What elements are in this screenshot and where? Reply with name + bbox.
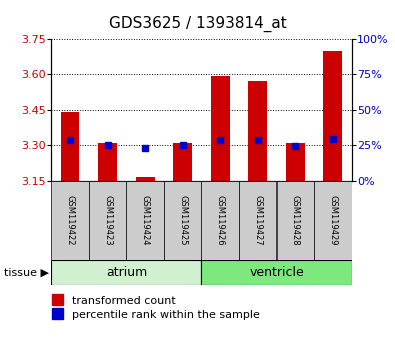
Text: tissue ▶: tissue ▶: [4, 268, 49, 278]
Bar: [201, 181, 239, 260]
Bar: [98, 143, 117, 181]
Bar: [173, 143, 192, 181]
Bar: [211, 76, 229, 181]
Text: GDS3625 / 1393814_at: GDS3625 / 1393814_at: [109, 16, 286, 32]
Bar: [136, 177, 154, 181]
Bar: [61, 112, 79, 181]
Text: GSM119427: GSM119427: [253, 195, 262, 246]
Bar: [126, 181, 164, 260]
Bar: [324, 51, 342, 181]
Text: atrium: atrium: [106, 266, 147, 279]
Text: GSM119425: GSM119425: [178, 195, 187, 246]
Bar: [51, 181, 89, 260]
Text: GSM119423: GSM119423: [103, 195, 112, 246]
Bar: [248, 81, 267, 181]
Text: GSM119429: GSM119429: [328, 195, 337, 246]
Bar: [89, 181, 126, 260]
Bar: [314, 181, 352, 260]
Bar: [201, 260, 352, 285]
Text: GSM119428: GSM119428: [291, 195, 300, 246]
Text: GSM119424: GSM119424: [141, 195, 150, 246]
Bar: [164, 181, 201, 260]
Bar: [51, 260, 201, 285]
Text: GSM119426: GSM119426: [216, 195, 225, 246]
Bar: [286, 143, 305, 181]
Text: ventricle: ventricle: [249, 266, 304, 279]
Bar: [239, 181, 276, 260]
Bar: [276, 181, 314, 260]
Text: GSM119422: GSM119422: [66, 195, 75, 246]
Legend: transformed count, percentile rank within the sample: transformed count, percentile rank withi…: [49, 292, 263, 323]
